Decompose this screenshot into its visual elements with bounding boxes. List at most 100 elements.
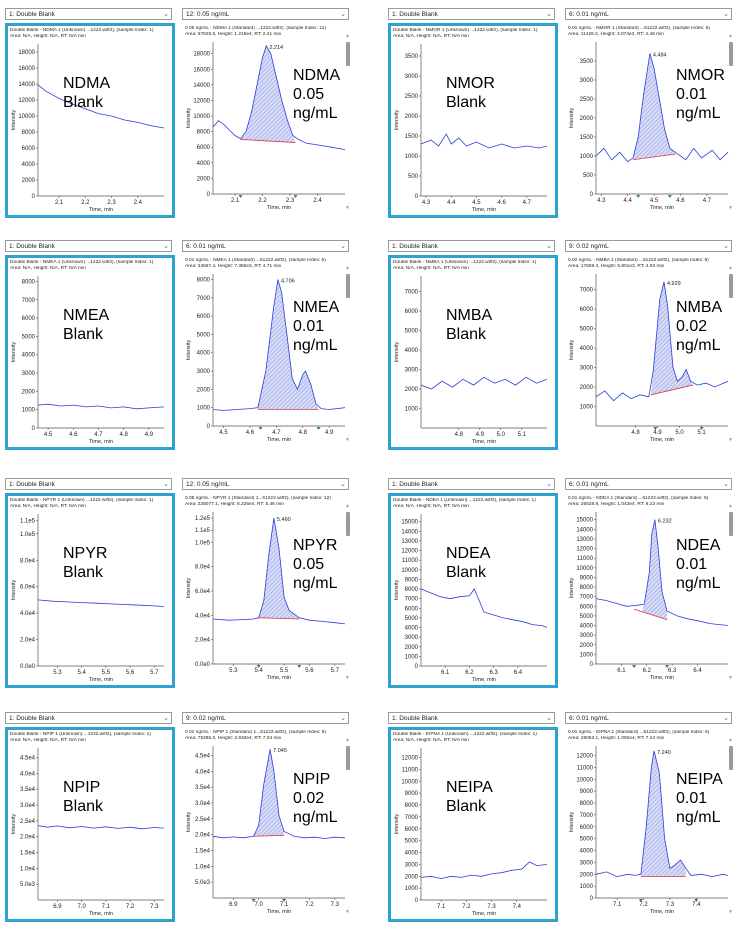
scroll-up-icon[interactable]: ▲ — [345, 503, 350, 509]
y-tick-label: 5000 — [405, 329, 419, 335]
x-tick-label: 2.1 — [55, 200, 64, 206]
sample-dropdown[interactable]: 6: 0.01 ng/mL ⌄ — [565, 478, 732, 490]
scroll-down-icon[interactable]: ▼ — [728, 205, 733, 211]
x-tick-label: 4.5 — [44, 432, 53, 438]
scroll-down-icon[interactable]: ▼ — [728, 675, 733, 681]
sample-dropdown[interactable]: 12: 0.05 ng/mL ⌄ — [182, 478, 349, 490]
x-tick-label: 7.3 — [487, 904, 496, 910]
y-tick-label: 2000 — [405, 387, 419, 393]
vertical-scrollbar[interactable] — [729, 274, 733, 298]
trace-header-line1: 0.01 ng/mL - NMOR 1 (Standard) ...61222.… — [568, 26, 710, 31]
blank-chromatogram-panel: Double Blank - NPIP 1 (Unknown) ...1222.… — [5, 727, 175, 922]
trace-header-line2: Area: N/A, Height: N/A, RT: N/A min — [10, 266, 86, 271]
integration-marker[interactable] — [282, 899, 287, 902]
y-tick-label: 2.0e4 — [195, 833, 211, 839]
vertical-scrollbar[interactable] — [729, 42, 733, 66]
sample-dropdown[interactable]: 12: 0.05 ng/mL ⌄ — [182, 8, 349, 20]
scroll-down-icon[interactable]: ▼ — [728, 437, 733, 443]
sample-dropdown[interactable]: 1: Double Blank ⌄ — [388, 240, 555, 252]
chromatogram-plot: 0.0e0 2.0e4 4.0e4 6.0e4 8.0e4 1.0e5 1.1e5 5.3 5.… — [11, 514, 165, 683]
sample-dropdown[interactable]: 1: Double Blank ⌄ — [5, 240, 172, 252]
y-tick-label: 2.5e4 — [195, 817, 211, 823]
y-tick-label: 0.0e0 — [20, 664, 36, 670]
integration-marker[interactable] — [316, 427, 321, 430]
y-tick-label: 1000 — [405, 154, 419, 160]
integration-marker[interactable] — [632, 665, 637, 668]
x-tick-label: 4.9 — [653, 430, 662, 436]
vertical-scrollbar[interactable] — [346, 274, 350, 298]
sample-dropdown[interactable]: 1: Double Blank ⌄ — [5, 8, 172, 20]
trace-header: Double Blank - NPIP 1 (Unknown) ...1222.… — [10, 732, 168, 744]
x-tick-label: 4.7 — [94, 432, 103, 438]
chromatogram-trace — [420, 133, 548, 149]
scroll-up-icon[interactable]: ▲ — [345, 737, 350, 743]
chart-pair: 1: Double Blank ⌄ Double Blank - NMBA 1 (U… — [388, 240, 750, 455]
scroll-up-icon[interactable]: ▲ — [728, 737, 733, 743]
y-tick-label: 16000 — [193, 67, 210, 73]
integration-marker[interactable] — [297, 665, 302, 668]
vertical-scrollbar[interactable] — [346, 42, 350, 66]
scroll-up-icon[interactable]: ▲ — [728, 265, 733, 271]
integration-marker[interactable] — [238, 195, 243, 198]
sample-dropdown[interactable]: 6: 0.01 ng/mL ⌄ — [182, 240, 349, 252]
integration-marker[interactable] — [251, 899, 256, 902]
integration-marker[interactable] — [293, 195, 298, 198]
y-tick-label: 4.0e4 — [20, 771, 36, 777]
vertical-scrollbar[interactable] — [346, 746, 350, 770]
x-axis-label: Time, min — [89, 439, 113, 445]
sample-dropdown[interactable]: 1: Double Blank ⌄ — [388, 478, 555, 490]
integration-marker[interactable] — [667, 195, 672, 198]
x-tick-label: 7.3 — [331, 902, 340, 908]
y-tick-label: 14000 — [18, 82, 35, 88]
scroll-down-icon[interactable]: ▼ — [345, 909, 350, 915]
y-tick-label: 1.0e4 — [20, 866, 36, 872]
sample-annotation: NMBA 0.02 ng/mL — [676, 299, 723, 354]
vertical-scrollbar[interactable] — [729, 512, 733, 536]
sample-dropdown[interactable]: 6: 0.01 ng/mL ⌄ — [565, 712, 732, 724]
integration-marker[interactable] — [665, 665, 670, 668]
integration-marker[interactable] — [636, 195, 641, 198]
y-tick-label: 8000 — [22, 130, 36, 136]
integration-marker[interactable] — [699, 427, 704, 430]
peak-rt-label: 4.706 — [281, 278, 295, 284]
sample-dropdown[interactable]: 1: Double Blank ⌄ — [388, 712, 555, 724]
x-tick-label: 4.8 — [631, 430, 640, 436]
y-tick-label: 6000 — [22, 146, 36, 152]
sample-dropdown[interactable]: 1: Double Blank ⌄ — [388, 8, 555, 20]
x-axis-label: Time, min — [650, 909, 674, 915]
sample-dropdown[interactable]: 1: Double Blank ⌄ — [5, 712, 172, 724]
sample-annotation: NEIPA 0.01 ng/mL — [676, 771, 723, 826]
sample-dropdown[interactable]: 6: 0.01 ng/mL ⌄ — [565, 8, 732, 20]
x-tick-label: 6.1 — [617, 668, 626, 674]
y-axis-label: Intensity — [186, 578, 192, 599]
chevron-down-icon: ⌄ — [546, 11, 552, 18]
vertical-scrollbar[interactable] — [346, 512, 350, 536]
chevron-down-icon: ⌄ — [723, 481, 729, 488]
scroll-down-icon[interactable]: ▼ — [345, 675, 350, 681]
sample-dropdown[interactable]: 9: 0.02 ng/mL ⌄ — [182, 712, 349, 724]
scroll-up-icon[interactable]: ▲ — [728, 503, 733, 509]
blank-chromatogram-panel: Double Blank - NDEA 1 (Unknown) ...1222.… — [388, 493, 558, 688]
y-tick-label: 12000 — [401, 756, 418, 762]
sample-dropdown[interactable]: 9: 0.02 ng/mL ⌄ — [565, 240, 732, 252]
sample-dropdown-label: 9: 0.02 ng/mL — [186, 715, 226, 722]
scroll-down-icon[interactable]: ▼ — [345, 205, 350, 211]
x-tick-label: 7.3 — [666, 902, 675, 908]
y-tick-label: 1000 — [405, 654, 419, 660]
integration-marker[interactable] — [258, 427, 263, 430]
scroll-up-icon[interactable]: ▲ — [728, 33, 733, 39]
scroll-up-icon[interactable]: ▲ — [345, 265, 350, 271]
integration-marker[interactable] — [653, 427, 658, 430]
integration-marker[interactable] — [638, 899, 643, 902]
sample-dropdown[interactable]: 1: Double Blank ⌄ — [5, 478, 172, 490]
scroll-up-icon[interactable]: ▲ — [345, 33, 350, 39]
integration-marker[interactable] — [694, 899, 699, 902]
scroll-down-icon[interactable]: ▼ — [728, 909, 733, 915]
y-tick-label: 5.0e3 — [195, 880, 211, 886]
integration-marker[interactable] — [256, 665, 261, 668]
y-tick-label: 12000 — [576, 547, 593, 553]
sample-dropdown-label: 1: Double Blank — [9, 11, 55, 18]
vertical-scrollbar[interactable] — [729, 746, 733, 770]
y-tick-label: 0 — [415, 194, 419, 200]
scroll-down-icon[interactable]: ▼ — [345, 437, 350, 443]
